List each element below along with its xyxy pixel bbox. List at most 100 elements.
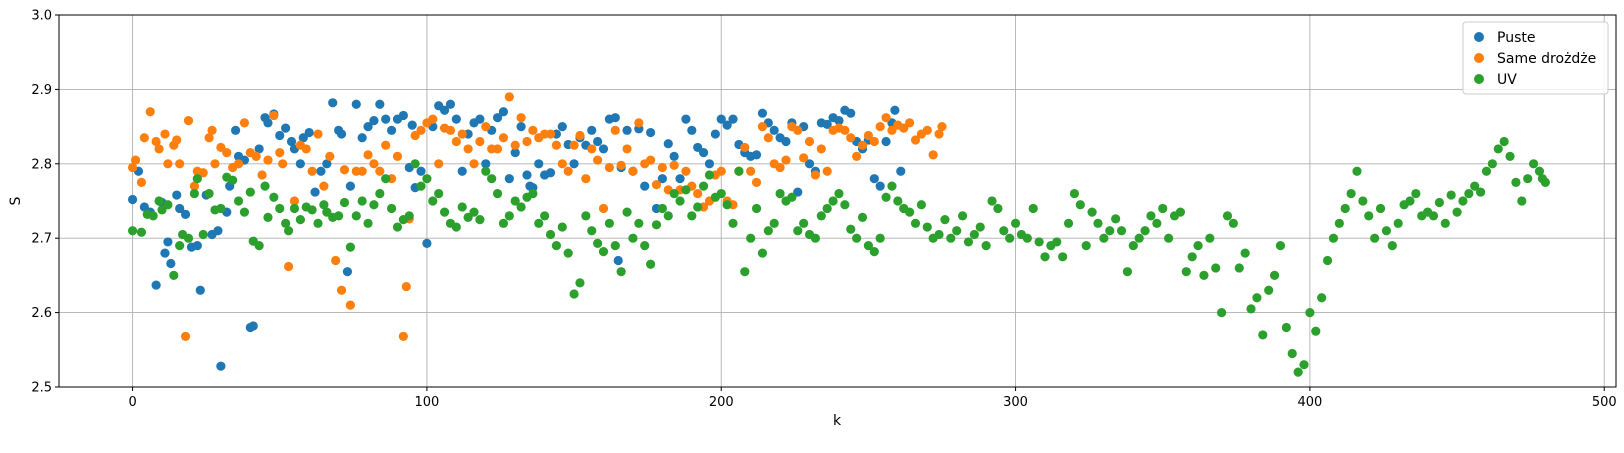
data-point	[516, 113, 526, 123]
data-point	[254, 241, 264, 251]
data-point	[793, 125, 803, 135]
data-point	[363, 218, 373, 228]
data-point	[640, 241, 650, 251]
data-point	[381, 114, 391, 124]
data-point	[557, 159, 567, 169]
data-point	[675, 174, 685, 184]
data-point	[881, 113, 891, 123]
data-point	[1458, 196, 1468, 206]
data-point	[857, 140, 868, 150]
data-point	[1405, 196, 1415, 206]
data-point	[710, 129, 720, 139]
data-point	[416, 181, 426, 191]
data-point	[598, 246, 609, 257]
legend-marker	[1474, 74, 1484, 84]
data-point	[422, 238, 432, 249]
data-point	[1375, 203, 1386, 214]
data-point	[987, 196, 997, 206]
data-point	[1081, 241, 1091, 251]
data-point	[175, 241, 185, 251]
data-point	[616, 160, 626, 170]
data-point	[1010, 218, 1021, 228]
data-point	[1317, 293, 1327, 303]
data-point	[1034, 237, 1044, 247]
data-point	[869, 136, 879, 147]
data-point	[1528, 159, 1539, 169]
y-tick-label: 2.5	[31, 381, 52, 396]
data-point	[852, 233, 862, 243]
data-point	[139, 202, 149, 212]
data-point	[1511, 177, 1521, 187]
data-point	[975, 222, 985, 232]
data-point	[260, 181, 270, 191]
data-point	[331, 255, 341, 266]
y-tick-label: 2.9	[31, 83, 52, 98]
data-point	[492, 113, 503, 123]
data-point	[863, 241, 874, 251]
data-point	[492, 188, 503, 199]
data-point	[681, 166, 691, 176]
data-point	[157, 205, 167, 215]
data-point	[1122, 267, 1133, 277]
data-point	[451, 114, 461, 124]
x-tick-label: 500	[1592, 395, 1617, 410]
data-point	[410, 130, 420, 141]
data-point	[281, 123, 291, 133]
data-point	[263, 118, 273, 128]
data-point	[922, 222, 932, 232]
data-point	[404, 211, 414, 221]
data-point	[687, 125, 697, 135]
y-tick-label: 3.0	[31, 9, 52, 24]
data-point	[587, 226, 597, 236]
data-point	[1293, 367, 1303, 377]
data-point	[651, 220, 662, 230]
data-point	[228, 175, 238, 185]
data-point	[248, 321, 258, 331]
data-point	[875, 181, 885, 191]
data-point	[746, 166, 756, 176]
data-point	[722, 200, 732, 210]
data-point	[369, 116, 379, 126]
data-point	[746, 233, 756, 243]
data-point	[254, 144, 264, 154]
data-point	[363, 122, 373, 132]
data-point	[307, 205, 317, 215]
data-point	[593, 136, 603, 147]
data-point	[522, 170, 532, 180]
data-point	[319, 200, 329, 210]
data-point	[640, 181, 650, 191]
y-axis-label: S	[8, 196, 24, 205]
data-point	[1387, 241, 1397, 251]
data-point	[810, 170, 821, 180]
data-point	[416, 125, 426, 135]
data-point	[622, 207, 632, 217]
data-point	[716, 188, 726, 199]
data-point	[295, 215, 305, 225]
data-point	[154, 196, 164, 206]
data-point	[545, 229, 556, 240]
data-point	[657, 203, 667, 214]
data-point	[469, 207, 479, 217]
data-point	[881, 136, 891, 147]
x-tick-label: 400	[1297, 395, 1322, 410]
data-point	[1175, 207, 1185, 217]
data-point	[704, 159, 715, 169]
data-point	[145, 107, 155, 117]
data-point	[301, 144, 311, 154]
data-point	[722, 120, 732, 130]
data-point	[189, 181, 199, 191]
data-point	[1199, 270, 1209, 280]
data-point	[428, 114, 438, 124]
data-point	[504, 211, 514, 221]
data-point	[928, 150, 938, 160]
data-point	[319, 181, 329, 191]
data-point	[969, 229, 979, 240]
data-point	[381, 140, 391, 150]
data-point	[852, 151, 862, 161]
data-point	[751, 177, 762, 187]
data-point	[136, 177, 147, 187]
data-point	[881, 192, 891, 202]
data-points	[127, 92, 1550, 377]
data-point	[1093, 218, 1103, 228]
data-point	[1240, 248, 1250, 258]
